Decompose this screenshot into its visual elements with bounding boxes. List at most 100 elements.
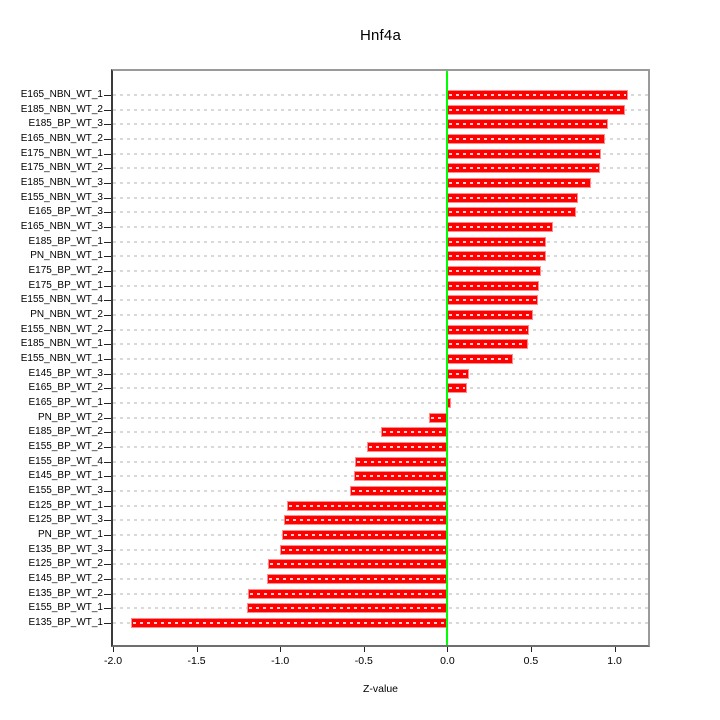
gridline: [113, 240, 648, 243]
bar-inner-dash: [449, 226, 551, 228]
y-axis-label: E185_NBN_WT_1: [20, 338, 103, 350]
y-axis-label: E175_BP_WT_2: [28, 265, 104, 276]
y-axis-tick: [104, 124, 112, 126]
bar-inner-dash: [449, 94, 626, 96]
gridline: [113, 94, 648, 96]
y-axis-tick: [104, 256, 112, 258]
y-axis-label: E175_NBN_WT_2: [20, 162, 103, 174]
y-axis-label: E125_BP_WT_1: [28, 499, 104, 511]
gridline: [113, 387, 648, 390]
y-axis-tick: [104, 608, 112, 610]
gridline: [113, 270, 648, 272]
gridline: [113, 328, 648, 331]
gridline: [113, 255, 648, 258]
y-axis-label: E155_NBN_WT_2: [20, 323, 103, 335]
bar-inner-dash: [449, 182, 590, 184]
bar-inner-dash: [449, 358, 511, 360]
y-axis-label: PN_BP_WT_2: [37, 411, 103, 423]
x-tick-label: -1.5: [187, 655, 206, 667]
gridline: [113, 182, 648, 184]
y-axis-label: E135_BP_WT_1: [28, 617, 104, 628]
bar-inner-dash: [282, 548, 446, 551]
bar-inner-dash: [369, 446, 446, 448]
y-axis-tick: [104, 623, 112, 624]
y-axis-label: E165_BP_WT_1: [28, 397, 104, 408]
y-axis-label: E165_BP_WT_2: [28, 382, 104, 394]
y-axis-label: E175_NBN_WT_1: [20, 147, 103, 159]
y-axis-tick: [104, 447, 112, 448]
bar-inner-dash: [355, 475, 446, 478]
bar-inner-dash: [449, 372, 468, 375]
bar-inner-dash: [449, 196, 576, 199]
bar-inner-dash: [285, 519, 446, 522]
x-tick-label: -1.0: [271, 655, 290, 667]
y-axis-label: E185_NBN_WT_3: [20, 177, 103, 188]
gridline: [113, 372, 648, 375]
x-axis-title: Z-value: [362, 683, 398, 695]
y-axis-tick: [104, 271, 112, 272]
x-tick-label: 0.0: [440, 655, 455, 667]
y-axis-tick: [104, 212, 112, 214]
y-axis-tick: [104, 359, 112, 360]
y-axis-tick: [104, 95, 112, 96]
gridline: [113, 314, 648, 316]
y-axis-label: PN_NBN_WT_1: [30, 250, 103, 262]
bar-inner-dash: [449, 152, 600, 155]
y-axis-tick: [104, 476, 112, 478]
y-axis-tick: [104, 505, 112, 507]
y-axis-tick: [104, 139, 112, 140]
x-axis-tick: [196, 645, 198, 652]
y-axis-tick: [104, 432, 112, 434]
y-axis-label: E155_BP_WT_4: [28, 455, 104, 467]
y-axis-tick: [104, 520, 112, 522]
y-axis-tick: [104, 373, 112, 375]
bar-inner-dash: [250, 592, 446, 595]
bar-inner-dash: [268, 578, 446, 580]
plot-area: E165_NBN_WT_1 E185_NBN_WT_2 E185_BP_WT_3 E1…: [21, 71, 648, 667]
y-axis-label: PN_BP_WT_1: [37, 529, 103, 540]
bar-inner-dash: [449, 123, 606, 126]
y-axis-label: E185_BP_WT_3: [28, 118, 104, 130]
bar-inner-dash: [449, 387, 466, 390]
y-axis-tick: [104, 344, 112, 346]
y-axis-tick: [104, 403, 112, 404]
gridline: [113, 284, 648, 287]
gridline: [113, 358, 648, 360]
bar-inner-dash: [382, 431, 446, 434]
y-axis-label: E135_BP_WT_3: [28, 543, 104, 555]
bar-inner-dash: [449, 255, 545, 258]
y-axis-label: E165_NBN_WT_3: [20, 221, 103, 232]
bar-inner-dash: [288, 504, 446, 507]
y-axis-label: E155_BP_WT_2: [28, 441, 104, 452]
gridline: [113, 108, 648, 111]
gridline: [113, 299, 648, 302]
x-axis-tick: [530, 645, 532, 652]
y-axis-label: E185_NBN_WT_2: [20, 103, 103, 115]
bar-inner-dash: [352, 490, 446, 492]
x-tick-label: -2.0: [103, 655, 123, 667]
y-axis-tick: [104, 564, 112, 566]
plot-frame: [111, 69, 650, 647]
bar-inner-dash: [449, 284, 538, 287]
y-axis-tick: [104, 329, 112, 331]
x-axis-tick: [447, 645, 449, 652]
bar-inner-dash: [449, 328, 528, 331]
y-axis-tick: [104, 491, 112, 492]
bar-inner-dash: [449, 299, 536, 302]
y-axis-label: E155_NBN_WT_1: [20, 353, 103, 364]
gridline: [113, 123, 648, 126]
y-axis-tick: [104, 417, 112, 419]
gridline: [113, 138, 648, 140]
y-axis-tick: [104, 241, 112, 243]
gridline: [113, 211, 648, 214]
y-axis-tick: [104, 168, 112, 170]
gridline: [113, 226, 648, 228]
y-axis-label: E155_BP_WT_1: [28, 602, 104, 614]
gridline: [113, 196, 648, 199]
y-axis-label: E145_BP_WT_1: [28, 470, 104, 482]
gridline: [113, 416, 648, 419]
y-axis-tick: [104, 300, 112, 302]
y-axis-tick: [104, 153, 112, 155]
bar-inner-dash: [283, 534, 446, 536]
y-axis-label: E185_BP_WT_2: [28, 426, 104, 438]
